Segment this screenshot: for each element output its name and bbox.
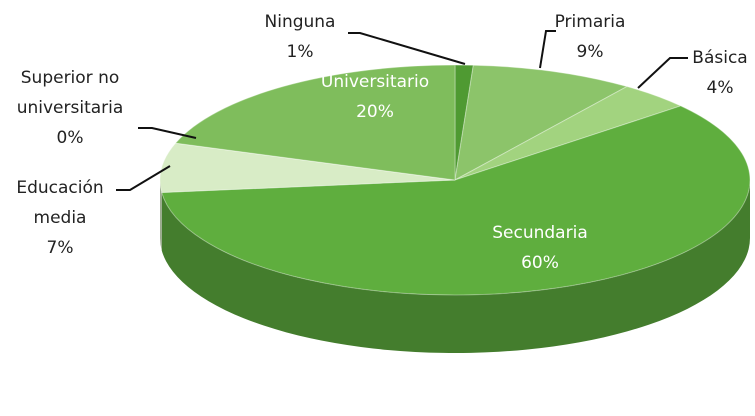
slice	[159, 142, 456, 194]
category-name: Educación media	[16, 178, 104, 228]
leader-line	[116, 165, 171, 191]
slice-label: Educación media 7%	[0, 173, 120, 263]
category-name: Secundaria	[492, 223, 588, 243]
value-label: 9%	[576, 42, 604, 62]
slice-side	[160, 180, 162, 251]
slice	[454, 64, 629, 181]
category-name: Universitario	[320, 72, 430, 92]
slice	[161, 105, 751, 296]
slice	[454, 64, 474, 181]
slice-label: Primaria 9%	[540, 7, 640, 67]
slice-label: Superior no universitaria 0%	[0, 63, 140, 153]
slice-label: Ninguna 1%	[250, 7, 350, 67]
slice-side	[161, 180, 750, 353]
slice	[454, 86, 683, 181]
value-label: 4%	[706, 78, 734, 98]
slices	[159, 64, 751, 353]
value-label: 20%	[356, 102, 394, 122]
category-name: Ninguna	[264, 12, 336, 32]
value-label: 0%	[56, 128, 84, 148]
category-name: Básica	[692, 48, 748, 68]
leader-line	[539, 30, 556, 69]
value-label: 1%	[286, 42, 314, 62]
value-label: 60%	[521, 253, 559, 273]
slice-label: Secundaria 60%	[470, 218, 610, 278]
leader-line	[637, 57, 688, 89]
category-name: Superior no universitaria	[16, 68, 124, 118]
slice	[174, 64, 456, 181]
leader-line	[348, 32, 466, 65]
slice-label: Básica 4%	[680, 43, 755, 103]
slice-label: Universitario 20%	[300, 67, 450, 127]
category-name: Primaria	[554, 12, 626, 32]
value-label: 7%	[46, 238, 74, 258]
leader-line	[138, 127, 197, 139]
leader-lines	[116, 30, 688, 191]
